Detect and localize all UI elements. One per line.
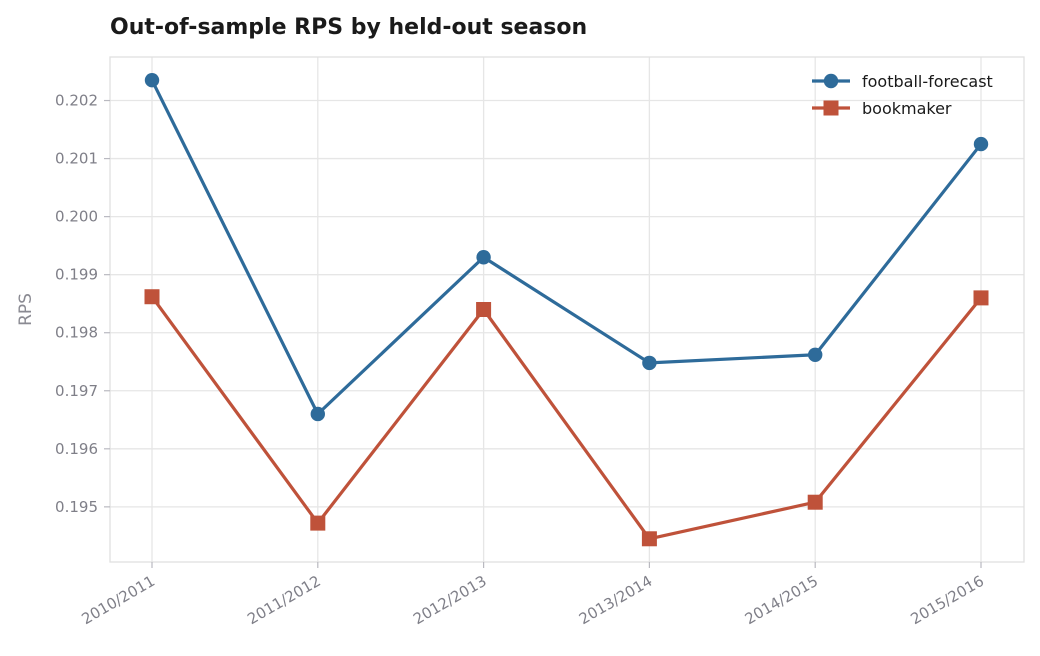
- y-axis-label: RPS: [16, 293, 36, 326]
- series-bookmaker: [144, 289, 989, 547]
- y-tick-label: 0.199: [55, 266, 98, 284]
- series: [144, 73, 989, 547]
- x-tick-label: 2014/2015: [742, 572, 821, 628]
- y-tick-label: 0.195: [55, 498, 98, 516]
- legend-marker: [823, 100, 839, 116]
- series-line-football-forecast: [150, 79, 983, 416]
- data-point: [476, 302, 492, 317]
- x-tick-label: 2011/2012: [244, 572, 323, 628]
- data-point: [973, 290, 989, 306]
- y-tick-label: 0.196: [55, 440, 98, 458]
- data-point: [641, 531, 657, 547]
- legend-item: football-forecast: [812, 72, 993, 91]
- data-point: [144, 73, 160, 88]
- legend-marker: [823, 73, 839, 89]
- data-point: [642, 355, 657, 371]
- x-axis: 2010/2011 2011/2012 2012/2013 2013/2014 2014…: [79, 562, 987, 628]
- x-tick-label: 2013/2014: [576, 572, 655, 628]
- y-axis: 0.195 0.196 0.197 0.198 0.199 0.200 0.201 0.202: [55, 92, 110, 516]
- y-tick-label: 0.201: [55, 150, 98, 168]
- x-tick-label: 2010/2011: [79, 572, 158, 628]
- data-point: [310, 515, 326, 531]
- data-point: [808, 347, 823, 362]
- legend-label: football-forecast: [862, 72, 993, 91]
- data-point: [310, 406, 325, 422]
- y-tick-label: 0.198: [55, 324, 98, 342]
- legend-label: bookmaker: [862, 99, 952, 118]
- data-point: [973, 136, 989, 152]
- y-tick-label: 0.200: [55, 208, 98, 226]
- data-point: [807, 494, 823, 510]
- x-tick-label: 2015/2016: [908, 572, 987, 628]
- series-line-bookmaker: [150, 295, 983, 541]
- data-point: [144, 289, 160, 305]
- series-football-forecast: [144, 73, 989, 422]
- y-tick-label: 0.202: [55, 92, 98, 110]
- chart-title: Out-of-sample RPS by held-out season: [110, 15, 587, 40]
- legend-item: bookmaker: [812, 99, 952, 118]
- y-tick-label: 0.197: [55, 382, 98, 400]
- legend: football-forecast bookmaker: [812, 72, 993, 118]
- plot-frame: [109, 56, 1025, 563]
- x-tick-label: 2012/2013: [410, 572, 489, 628]
- data-point: [476, 250, 491, 265]
